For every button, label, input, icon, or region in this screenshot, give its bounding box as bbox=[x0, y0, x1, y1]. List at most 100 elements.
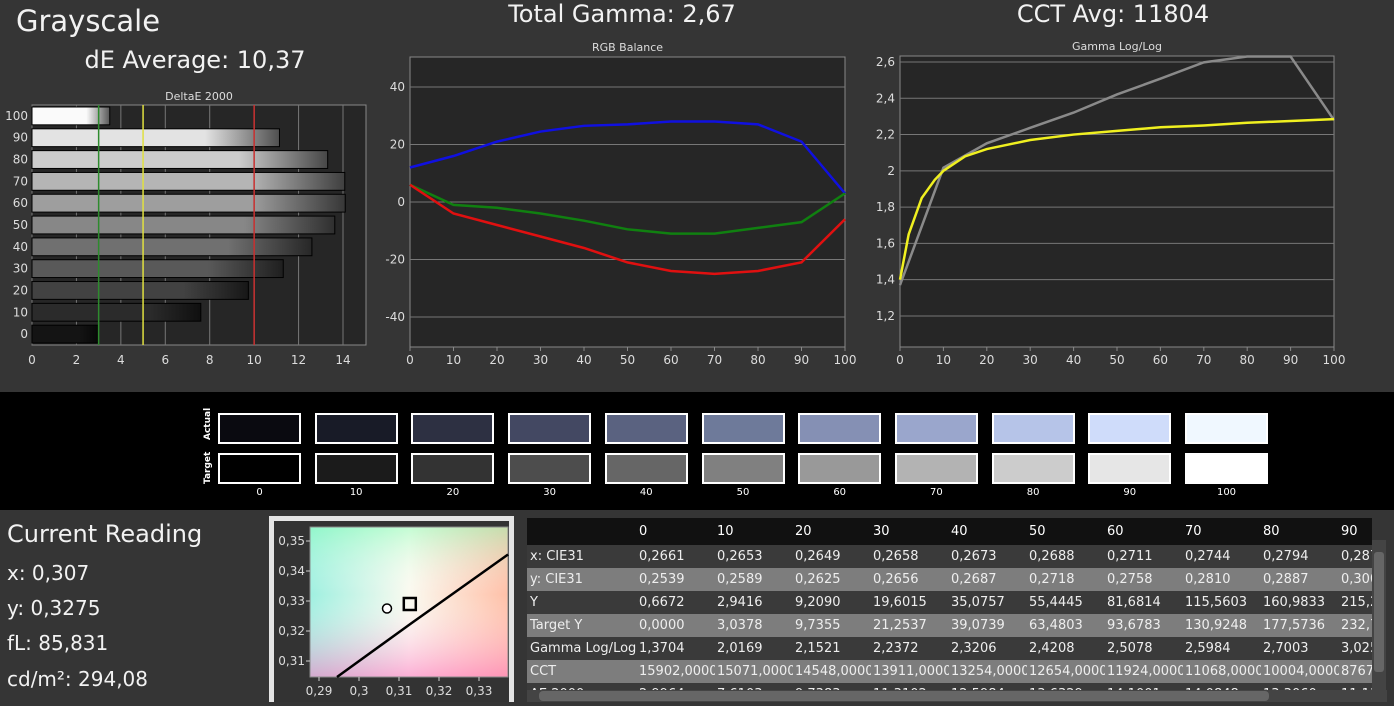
column-header[interactable]: 80 bbox=[1263, 524, 1280, 539]
swatch-label: 30 bbox=[543, 487, 556, 498]
plot-overlay bbox=[310, 527, 508, 677]
tick-label: 0,34 bbox=[278, 564, 305, 578]
table-cell: 0,2653 bbox=[717, 549, 763, 564]
swatch-label: 40 bbox=[639, 487, 653, 498]
series-line-2 bbox=[409, 183, 846, 276]
column-header[interactable]: 70 bbox=[1185, 524, 1202, 539]
tick-label: 0,33 bbox=[466, 684, 493, 698]
column-header[interactable]: 40 bbox=[951, 524, 968, 539]
actual-swatch bbox=[411, 413, 495, 444]
tick-label: 10 bbox=[13, 305, 28, 319]
tick-label: 2 bbox=[887, 164, 895, 178]
table-cell: 9,7355 bbox=[795, 618, 841, 633]
swatch-band: Actual Target bbox=[0, 392, 1394, 510]
reading-x: x: 0,307 bbox=[7, 561, 90, 585]
table-row: CCT 15902,0000 15071,0000 14548,0000 13911,0… bbox=[527, 660, 1372, 683]
table-cell: 10004,0000 bbox=[1263, 664, 1339, 679]
swatch-label: 50 bbox=[736, 487, 750, 498]
table-cell: 2,3206 bbox=[951, 641, 997, 656]
bar bbox=[31, 106, 111, 126]
table-cell: 93,6783 bbox=[1107, 618, 1161, 633]
table-cell: 7,6103 bbox=[715, 687, 793, 690]
tick-label: 90 bbox=[794, 353, 809, 367]
column-header[interactable]: 30 bbox=[873, 524, 890, 539]
tick-label: 50 bbox=[1109, 353, 1124, 367]
tick-label: 60 bbox=[663, 353, 678, 367]
chart-title: DeltaE 2000 bbox=[165, 90, 233, 103]
table-cell: 13,6329 bbox=[1027, 687, 1105, 690]
table-cell: 15902,0000 bbox=[639, 664, 715, 679]
series-line-1 bbox=[898, 117, 1335, 280]
table-header: 0 10 20 30 40 50 60 70 80 90 bbox=[527, 518, 1372, 545]
table-cell: 0,2810 bbox=[1185, 572, 1231, 587]
tick-label: 40 bbox=[13, 240, 28, 254]
table-cell: 130,9248 bbox=[1185, 618, 1248, 633]
tick-label: 12 bbox=[291, 353, 306, 367]
chart-title: RGB Balance bbox=[592, 41, 663, 54]
table-row: y: CIE31 0,2539 0,2589 0,2625 0,2656 0,2687 0,… bbox=[527, 568, 1372, 591]
data-table: 0 10 20 30 40 50 60 70 80 90 x: CIE31 0,2661 0,2653 0… bbox=[527, 518, 1372, 690]
swatch-label: 90 bbox=[1123, 487, 1137, 498]
target-swatch bbox=[894, 453, 978, 484]
actual-swatch bbox=[798, 413, 882, 444]
reading-cdm2: cd/m²: 294,08 bbox=[7, 667, 149, 691]
tick-label: 1,6 bbox=[876, 236, 895, 250]
target-swatch bbox=[798, 453, 882, 484]
actual-label: Actual bbox=[203, 407, 213, 440]
scroll-thumb[interactable] bbox=[539, 691, 1269, 701]
actual-swatch bbox=[701, 413, 785, 444]
table-cell: 2,9416 bbox=[717, 595, 763, 610]
target-swatch bbox=[604, 453, 688, 484]
row-label: Gamma Log/Log bbox=[530, 641, 637, 656]
bar bbox=[31, 171, 346, 191]
actual-swatch bbox=[1088, 413, 1172, 444]
table-cell: 0,2625 bbox=[795, 572, 841, 587]
column-header[interactable]: 90 bbox=[1341, 524, 1358, 539]
tick-label: 0,29 bbox=[306, 684, 333, 698]
swatch-label: 60 bbox=[833, 487, 847, 498]
vertical-scrollbar[interactable] bbox=[1372, 540, 1386, 690]
table-cell: 12654,0000 bbox=[1029, 664, 1105, 679]
target-point-marker bbox=[402, 596, 418, 612]
tick-label: 60 bbox=[1153, 353, 1168, 367]
target-swatch bbox=[218, 453, 301, 484]
horizontal-scrollbar[interactable] bbox=[527, 690, 1387, 702]
table-cell: 13254,0000 bbox=[951, 664, 1027, 679]
table-cell: 0,2718 bbox=[1029, 572, 1075, 587]
table-cell: 115,5603 bbox=[1185, 595, 1248, 610]
tick-label: 100 bbox=[1323, 353, 1346, 367]
chart-title: Gamma Log/Log bbox=[1072, 40, 1162, 53]
tick-label: 40 bbox=[390, 80, 405, 94]
table-cell: 63,4803 bbox=[1029, 618, 1083, 633]
tick-label: 20 bbox=[390, 138, 405, 152]
table-cell: 1,3704 bbox=[639, 641, 685, 656]
series-line-1 bbox=[409, 183, 846, 235]
column-header[interactable]: 0 bbox=[639, 524, 648, 539]
table-cell: 0,0000 bbox=[639, 618, 685, 633]
tick-label: 40 bbox=[576, 353, 591, 367]
table-cell: 0,2687 bbox=[951, 572, 997, 587]
column-header[interactable]: 60 bbox=[1107, 524, 1124, 539]
table-cell: 0,2688 bbox=[1029, 549, 1075, 564]
column-header[interactable]: 50 bbox=[1029, 524, 1046, 539]
row-label: y: CIE31 bbox=[530, 572, 583, 587]
scroll-thumb[interactable] bbox=[1374, 552, 1384, 672]
column-header[interactable]: 20 bbox=[795, 524, 812, 539]
tick-label: 70 bbox=[707, 353, 722, 367]
planckian-locus-line bbox=[336, 553, 509, 679]
total-gamma: Total Gamma: 2,67 bbox=[508, 0, 736, 28]
tick-label: 0,35 bbox=[278, 534, 305, 548]
tick-label: 4 bbox=[117, 353, 125, 367]
tick-label: 80 bbox=[13, 153, 28, 167]
tick-label: 60 bbox=[13, 196, 28, 210]
tick-label: 90 bbox=[13, 131, 28, 145]
tick-label: 1,4 bbox=[876, 273, 895, 287]
column-header[interactable]: 10 bbox=[717, 524, 734, 539]
table-cell: 3,0254 bbox=[1341, 641, 1372, 656]
table-cell: 14548,0000 bbox=[795, 664, 871, 679]
table-cell: 0,2794 bbox=[1263, 549, 1309, 564]
table-cell: 0,2744 bbox=[1185, 549, 1231, 564]
tick-label: 0,31 bbox=[386, 684, 413, 698]
actual-swatch bbox=[218, 413, 301, 444]
table-cell: 9,2090 bbox=[795, 595, 841, 610]
